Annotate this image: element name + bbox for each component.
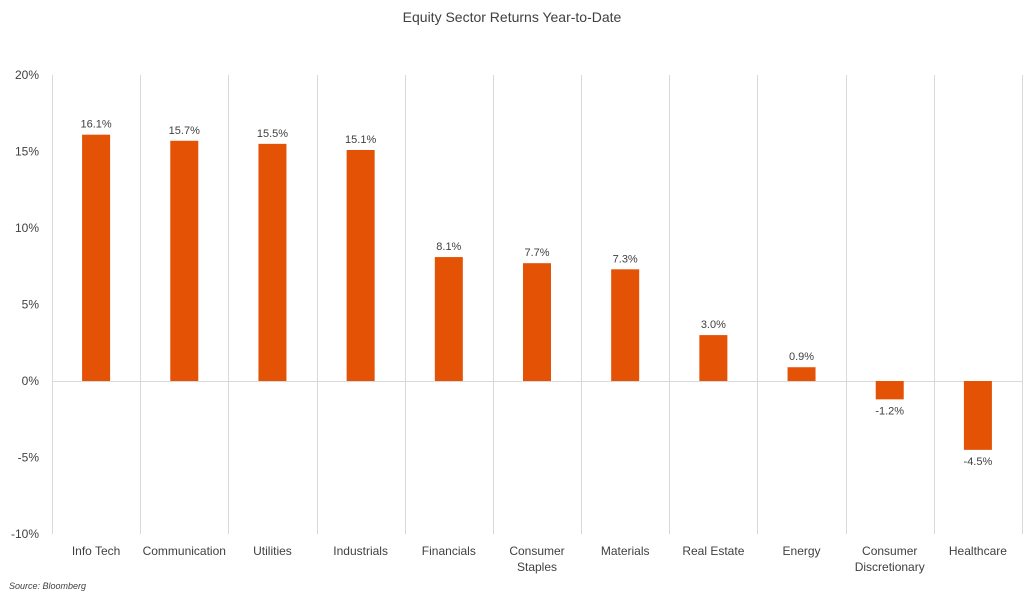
data-labels: 16.1% 15.7% 15.5% 15.1% 8.1% 7.7% 7.3% 3.0% 0.9%…: [80, 119, 992, 468]
data-label: -4.5%: [964, 456, 993, 468]
x-tick-label: Industrials: [333, 544, 388, 558]
bar: [523, 263, 551, 381]
x-tick-label: Consumer Staples: [509, 544, 564, 574]
bar: [434, 257, 463, 381]
data-label: 7.7%: [524, 247, 549, 259]
y-tick-label: 0%: [22, 374, 40, 388]
y-axis: 20% 15% 10% 5% 0% -5% -10%: [11, 68, 39, 541]
x-tick-label: Healthcare: [949, 544, 1007, 558]
bar: [875, 381, 904, 400]
gridlines: [52, 75, 1023, 534]
y-tick-label: 15%: [15, 145, 39, 159]
data-label: 16.1%: [80, 119, 111, 131]
bar: [699, 335, 728, 381]
chart-title: Equity Sector Returns Year-to-Date: [402, 9, 622, 25]
y-tick-label: -10%: [11, 527, 39, 541]
data-label: 15.7%: [169, 125, 200, 137]
data-label: 15.5%: [257, 128, 288, 140]
x-tick-label: Consumer Discretionary: [855, 544, 925, 574]
x-tick-label: Communication: [143, 544, 226, 558]
x-tick-label: Real Estate: [682, 544, 744, 558]
x-tick-label: Financials: [422, 544, 476, 558]
data-label: 8.1%: [436, 241, 461, 253]
bar: [346, 149, 375, 381]
x-tick-label: Energy: [783, 544, 821, 558]
data-label: 15.1%: [345, 134, 376, 146]
bar: [611, 269, 640, 381]
source-note: Source: Bloomberg: [9, 581, 87, 591]
bar: [82, 134, 111, 381]
bar: [787, 367, 816, 381]
bar: [963, 381, 992, 450]
bars: [82, 134, 992, 450]
bar: [258, 143, 287, 381]
x-axis: Info Tech Communication Utilities Industria…: [72, 544, 1007, 574]
data-label: -1.2%: [875, 405, 904, 417]
y-tick-label: 5%: [22, 298, 40, 312]
data-label: 7.3%: [613, 253, 638, 265]
data-label: 0.9%: [789, 351, 814, 363]
y-tick-label: -5%: [18, 451, 40, 465]
y-tick-label: 20%: [15, 68, 39, 82]
bar: [170, 140, 199, 381]
data-label: 3.0%: [701, 319, 726, 331]
x-tick-label: Materials: [601, 544, 650, 558]
x-tick-label: Info Tech: [72, 544, 120, 558]
x-tick-label: Utilities: [253, 544, 292, 558]
y-tick-label: 10%: [15, 221, 39, 235]
